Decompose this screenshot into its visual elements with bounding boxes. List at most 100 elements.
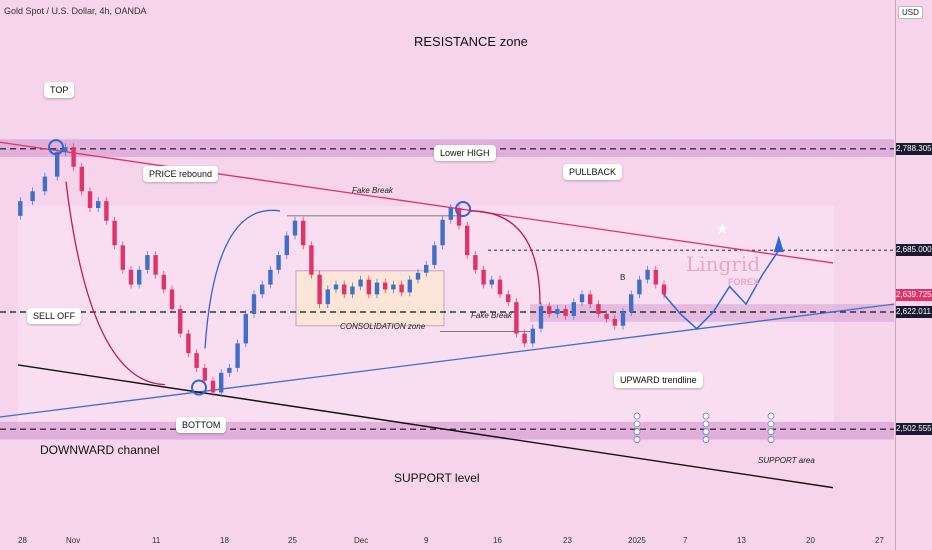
- candle: [465, 225, 470, 256]
- candle: [407, 279, 412, 293]
- candle: [260, 284, 265, 295]
- candle: [194, 353, 199, 368]
- candle: [629, 294, 634, 312]
- candle: [120, 245, 125, 270]
- candle: [309, 245, 314, 275]
- candle: [424, 264, 429, 273]
- support-marker-1: [633, 428, 641, 436]
- candle: [42, 176, 48, 192]
- lower-high-label: Lower HIGH: [434, 145, 496, 161]
- price-rebound-label: PRICE rebound: [143, 166, 219, 182]
- lower-high-circle: [455, 200, 471, 217]
- price-label: 2,639.725: [896, 288, 932, 301]
- price-label: 2,685.000: [896, 244, 932, 257]
- candle: [588, 294, 593, 305]
- x-tick-label: 25: [288, 536, 297, 545]
- support-area-label: SUPPORT area: [758, 456, 815, 465]
- resistance-zone-label: RESISTANCE zone: [414, 34, 528, 49]
- candle: [79, 166, 84, 192]
- projection-arrow-icon: [773, 235, 784, 253]
- x-tick-label: 11: [152, 536, 161, 545]
- candle: [71, 147, 76, 167]
- lingrid-logo: Lingrid: [686, 252, 761, 276]
- candle: [161, 274, 166, 290]
- candle: [538, 306, 544, 329]
- candle: [448, 208, 453, 220]
- bottom-circle: [191, 379, 207, 396]
- candle: [506, 294, 511, 303]
- candle: [399, 284, 404, 293]
- candle: [342, 284, 347, 295]
- candle: [55, 152, 60, 177]
- support-marker-3: [767, 420, 775, 428]
- candle: [284, 235, 289, 256]
- candle: [374, 282, 380, 295]
- candle: [522, 333, 527, 344]
- bottom-label: BOTTOM: [176, 417, 227, 433]
- candle: [366, 279, 371, 295]
- candle: [153, 255, 158, 275]
- candle: [620, 312, 626, 326]
- candle: [653, 269, 658, 285]
- candle: [186, 333, 191, 354]
- price-axis[interactable]: [895, 0, 932, 550]
- candle: [596, 304, 601, 314]
- candle: [96, 201, 101, 208]
- candle: [612, 318, 617, 326]
- support-marker-2: [702, 428, 710, 436]
- price-label: 2,502.555: [896, 423, 932, 436]
- candle: [530, 328, 535, 344]
- candle: [137, 269, 142, 285]
- candle: [645, 269, 650, 280]
- pullback-label: PULLBACK: [563, 164, 623, 180]
- candle: [661, 284, 667, 295]
- x-tick-label: 23: [563, 536, 572, 545]
- candle: [18, 201, 23, 216]
- candle: [432, 245, 437, 265]
- candle: [571, 302, 576, 316]
- x-tick-label: Nov: [66, 536, 80, 545]
- price-label: 2,788.305: [896, 142, 932, 155]
- candle: [473, 255, 478, 270]
- candle: [128, 269, 134, 285]
- candle: [563, 309, 568, 316]
- x-tick-label: 18: [220, 536, 229, 545]
- candle: [440, 219, 445, 246]
- candle: [579, 294, 585, 303]
- currency-label[interactable]: USD: [898, 6, 923, 19]
- candle: [251, 294, 257, 314]
- fake-break-bottom-label: Fake Break: [471, 311, 512, 320]
- downward-channel-line: [17, 364, 834, 489]
- support-marker-3: [767, 428, 775, 436]
- support-marker-2: [702, 436, 710, 443]
- x-tick-label: 13: [737, 536, 746, 545]
- candle: [317, 274, 322, 305]
- candle: [87, 191, 93, 208]
- support-marker-3: [767, 436, 775, 443]
- candle: [227, 367, 232, 373]
- candle: [637, 279, 642, 295]
- x-tick-label: 27: [875, 536, 884, 545]
- candle: [169, 289, 175, 310]
- candle: [514, 302, 519, 334]
- candle: [63, 147, 68, 153]
- pullback-arrow: [469, 210, 541, 305]
- candle: [243, 313, 248, 344]
- candle: [333, 284, 339, 290]
- candle: [30, 191, 35, 202]
- candle: [489, 279, 494, 285]
- candle: [415, 272, 421, 280]
- candle: [292, 220, 298, 236]
- support-level-label: SUPPORT level: [394, 471, 480, 485]
- candle: [604, 313, 609, 319]
- candle: [219, 372, 224, 393]
- resistance-trendline: [0, 141, 834, 264]
- projection-path: [663, 249, 780, 330]
- candle: [383, 282, 388, 290]
- candle: [547, 306, 552, 314]
- upward-trendline: [0, 303, 895, 418]
- x-tick-label: Dec: [354, 536, 368, 545]
- support-marker-3: [767, 412, 775, 420]
